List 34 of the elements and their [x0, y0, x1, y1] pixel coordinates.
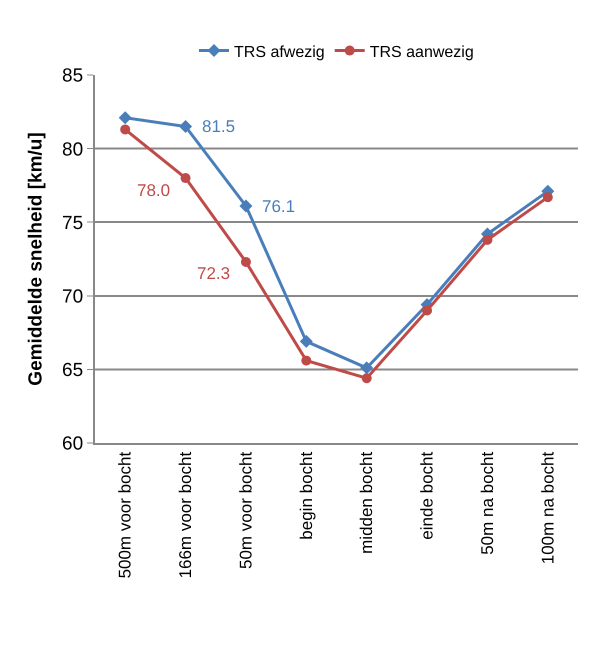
legend-label: TRS aanwezig — [370, 44, 474, 61]
x-tick-label: einde bocht — [418, 452, 437, 540]
x-tick-label: 166m voor bocht — [176, 452, 196, 578]
point — [422, 306, 432, 316]
point — [301, 356, 312, 366]
x-tick-label: 50m na bocht — [478, 452, 497, 555]
point — [118, 111, 132, 124]
y-tick-label: 60 — [62, 434, 84, 455]
point — [179, 120, 192, 134]
data-label: 78.0 — [137, 181, 170, 200]
point — [239, 200, 252, 213]
y-axis-title: Gemiddelde snelheid [km/u] — [25, 132, 46, 386]
point — [362, 373, 372, 384]
x-tick-label: begin bocht — [296, 452, 316, 540]
y-tick-label: 80 — [62, 139, 84, 160]
y-tick-label: 70 — [62, 286, 84, 308]
point — [300, 334, 313, 348]
point — [542, 192, 553, 202]
x-tick-label: 50m voor bocht — [236, 452, 256, 569]
data-label: 81.5 — [202, 117, 236, 136]
y-tick-label: 75 — [62, 212, 84, 234]
y-tick-label: 85 — [62, 66, 84, 87]
x-tick-label: 500m voor bocht — [116, 452, 135, 578]
x-tick-label: midden bocht — [357, 452, 376, 554]
point — [482, 234, 492, 245]
point — [180, 173, 191, 184]
legend-label: TRS afwezig — [234, 44, 325, 61]
y-tick-label: 65 — [62, 360, 84, 382]
point — [240, 256, 251, 267]
point — [360, 361, 374, 374]
point — [120, 124, 130, 134]
data-label: 76.1 — [262, 197, 296, 216]
data-label: 72.3 — [197, 264, 230, 283]
x-tick-label: 100m na bocht — [538, 452, 558, 564]
